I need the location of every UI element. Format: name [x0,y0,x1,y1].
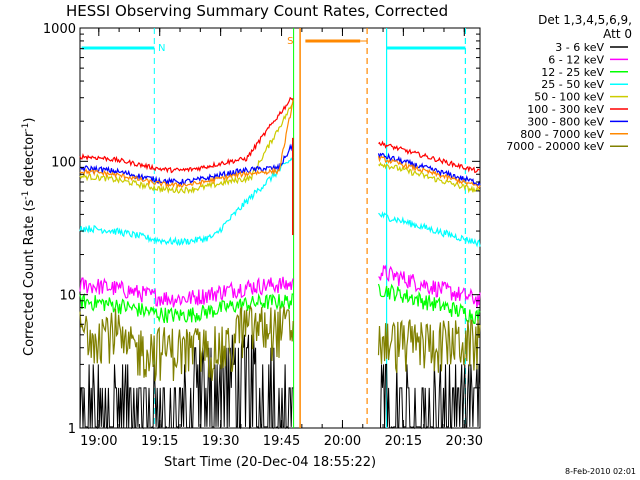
series-line [378,210,481,248]
annotation-label: N [158,43,165,54]
series-line [378,264,481,308]
x-tick-label: 19:30 [202,434,239,449]
y-axis-label-sup1: -1 [21,191,31,200]
plot-area [79,27,481,429]
legend-title-2: Att 0 [603,27,632,41]
legend-label: 50 - 100 keV [534,91,604,104]
legend-label: 25 - 50 keV [541,78,604,91]
y-axis-label-base: Corrected Count Rate (s [22,199,37,356]
x-tick-label: 19:15 [141,434,178,449]
legend-label: 12 - 25 keV [541,66,604,79]
legend-label: 7000 - 20000 keV [506,140,604,153]
x-tick-label: 19:45 [263,434,300,449]
series-line [79,156,294,246]
legend-label: 800 - 7000 keV [520,128,604,141]
footer-timestamp: 8-Feb-2010 02:01 [565,467,636,476]
x-tick-label: 20:00 [324,434,361,449]
y-tick-label: 1 [68,422,76,437]
y-axis-label-sup2: -1 [21,123,31,132]
legend-label: 6 - 12 keV [548,53,604,66]
series-line [378,140,481,174]
annotation-label: S [287,36,293,47]
series-line [378,363,481,430]
y-axis-label-mid: detector [22,131,37,191]
series-line [79,334,294,430]
series-line [79,142,294,187]
x-tick-label: 19:00 [80,434,117,449]
series-line [79,99,294,189]
series-line [79,304,294,382]
series-line [377,155,481,190]
series-layer [79,96,481,430]
series-line [378,161,480,194]
legend-label: 300 - 800 keV [527,115,604,128]
legend-label: 100 - 300 keV [527,103,604,116]
x-tick-label: 20:30 [446,434,483,449]
x-axis-label: Start Time (20-Dec-04 18:55:22) [164,455,376,470]
plot-border [79,27,481,429]
y-tick-label: 10 [59,289,76,304]
series-line [79,292,294,324]
legend-title-1: Det 1,3,4,5,6,9, [538,13,632,27]
axes: 1 10 100 1000 19:00 19:15 19:30 19:45 20:00 20:15… [43,22,483,449]
y-tick-label: 100 [51,155,76,170]
series-line [79,96,294,174]
x-tick-label: 20:15 [385,434,422,449]
event-markers: NS [81,28,466,428]
series-line [377,283,481,324]
legend-label: 3 - 6 keV [555,41,604,54]
y-axis-label-end: ) [22,118,37,123]
y-tick-label: 1000 [43,22,76,37]
chart-title: HESSI Observing Summary Count Rates, Cor… [66,2,448,20]
series-line [79,276,294,308]
series-line [377,319,481,373]
y-axis-label: Corrected Count Rate (s-1 detector-1) [21,118,37,356]
